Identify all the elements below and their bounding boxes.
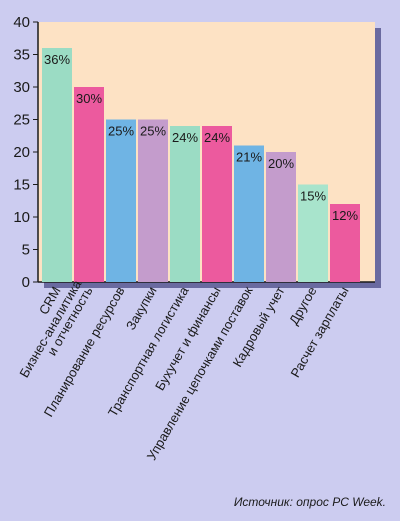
bar — [74, 87, 104, 282]
y-tick-label: 25 — [13, 112, 30, 129]
bar-value-label: 30% — [76, 91, 102, 106]
bar-value-label: 24% — [204, 130, 230, 145]
bar — [234, 145, 264, 282]
bar-value-label: 15% — [300, 189, 326, 204]
y-tick-label: 15 — [13, 177, 30, 194]
bar — [106, 119, 136, 282]
bar-value-label: 12% — [332, 208, 358, 223]
bar-value-label: 20% — [268, 156, 294, 171]
bar — [170, 126, 200, 282]
bar-value-label: 36% — [44, 52, 70, 67]
y-tick-label: 20 — [13, 144, 30, 161]
bar — [266, 152, 296, 282]
bar-value-label: 21% — [236, 150, 262, 165]
bar — [330, 204, 360, 282]
bar-value-label: 24% — [172, 130, 198, 145]
bar — [42, 48, 72, 282]
category-label: Другое — [286, 284, 320, 327]
y-tick-label: 35 — [13, 47, 30, 64]
bar-value-label: 25% — [140, 124, 166, 139]
bar — [298, 184, 328, 282]
source-note: Источник: опрос PC Week. — [233, 495, 386, 509]
y-tick-label: 5 — [22, 242, 30, 259]
bar — [138, 119, 168, 282]
y-tick-label: 40 — [13, 14, 30, 31]
category-label: Расчет зарплаты — [287, 284, 351, 380]
bar-value-label: 25% — [108, 124, 134, 139]
y-tick-label: 30 — [13, 79, 30, 96]
bar — [202, 126, 232, 282]
y-tick-label: 0 — [22, 274, 30, 291]
y-tick-label: 10 — [13, 209, 30, 226]
